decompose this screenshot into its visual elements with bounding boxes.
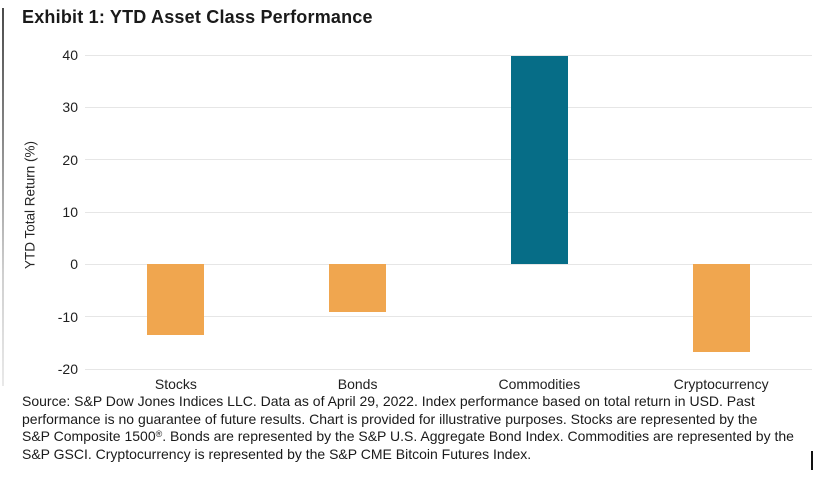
registered-trademark-symbol: ®: [155, 429, 163, 439]
source-line-2: performance is no guarantee of future re…: [22, 410, 758, 427]
gridline-40: [85, 54, 812, 56]
y-axis-ticks: 40 30 20 10 0 -10 -20: [40, 0, 78, 478]
y-tick-label-0: 0: [70, 256, 78, 273]
source-line-1: Source: S&P Dow Jones Indices LLC. Data …: [22, 393, 755, 409]
bar-cryptocurrency: [692, 264, 750, 353]
plot-area: [85, 54, 812, 370]
gridline-0: [85, 263, 812, 265]
y-tick-label-20: 20: [62, 151, 78, 168]
gridline-10: [85, 211, 812, 213]
y-tick-label--20: -20: [57, 361, 78, 377]
text-caret: [811, 451, 813, 470]
x-category-label-stocks: Stocks: [154, 376, 197, 392]
left-border-artifact: [2, 8, 4, 386]
x-axis-labels: Stocks Bonds Commodities Cryptocurrency: [85, 376, 812, 394]
x-category-label-commodities: Commodities: [498, 376, 581, 392]
y-tick-label--10: -10: [57, 308, 78, 325]
y-axis-label: YTD Total Return (%): [22, 140, 38, 270]
bar-stocks: [147, 264, 205, 335]
x-category-label-cryptocurrency: Cryptocurrency: [673, 376, 769, 392]
x-category-label-bonds: Bonds: [337, 376, 378, 392]
chart-title: Exhibit 1: YTD Asset Class Performance: [22, 7, 373, 27]
bar-bonds: [329, 264, 387, 313]
y-tick-label-40: 40: [62, 47, 78, 63]
source-line-4: S&P GSCI. Cryptocurrency is represented …: [22, 445, 532, 462]
source-note: Source: S&P Dow Jones Indices LLC. Data …: [22, 393, 826, 463]
y-tick-label-10: 10: [62, 204, 78, 220]
gridline-20: [85, 159, 812, 161]
gridline--20: [85, 368, 812, 370]
bar-commodities: [510, 56, 568, 265]
gridline-30: [85, 106, 812, 108]
source-line-3: S&P Composite 1500®. Bonds are represent…: [22, 428, 794, 444]
y-tick-label-30: 30: [62, 99, 78, 116]
gridline--10: [85, 316, 812, 318]
